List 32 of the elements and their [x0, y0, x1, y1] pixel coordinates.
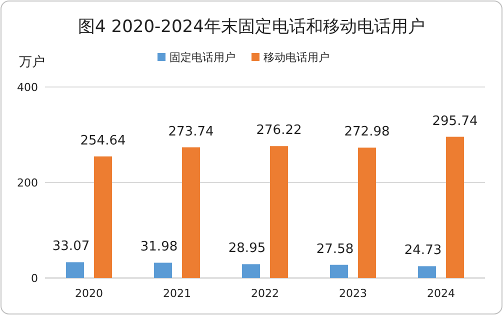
- bar: [182, 147, 200, 278]
- data-label: 27.58: [316, 242, 354, 257]
- data-label: 272.98: [344, 124, 390, 140]
- data-label: 28.95: [228, 241, 266, 256]
- x-tick-label: 2024: [427, 287, 455, 300]
- legend-label: 固定电话用户: [170, 51, 236, 64]
- bar: [446, 136, 464, 278]
- bar: [94, 156, 112, 278]
- bar: [154, 262, 172, 278]
- data-label: 254.64: [80, 133, 126, 148]
- data-label: 33.07: [52, 239, 90, 254]
- bar: [270, 146, 288, 278]
- data-label: 31.98: [140, 240, 178, 255]
- x-tick-label: 2023: [339, 287, 367, 300]
- data-label: 273.74: [168, 124, 214, 140]
- x-tick-label: 2021: [163, 287, 191, 300]
- legend-label: 移动电话用户: [264, 51, 330, 64]
- data-label: 295.74: [432, 114, 478, 129]
- data-label: 276.22: [256, 123, 302, 138]
- y-tick-label: 0: [31, 272, 38, 285]
- bar: [418, 266, 436, 278]
- bar: [242, 264, 260, 278]
- x-tick-label: 2022: [251, 287, 279, 300]
- chart-title: 图4 2020-2024年末固定电话和移动电话用户: [78, 17, 425, 37]
- bar: [330, 264, 348, 278]
- x-tick-label: 2020: [75, 287, 103, 300]
- y-tick-label: 400: [17, 81, 38, 94]
- bar: [66, 262, 84, 278]
- y-axis-title: 万户: [19, 55, 45, 70]
- y-tick-label: 200: [17, 176, 38, 190]
- data-label: 24.73: [404, 243, 442, 258]
- bar: [358, 148, 376, 278]
